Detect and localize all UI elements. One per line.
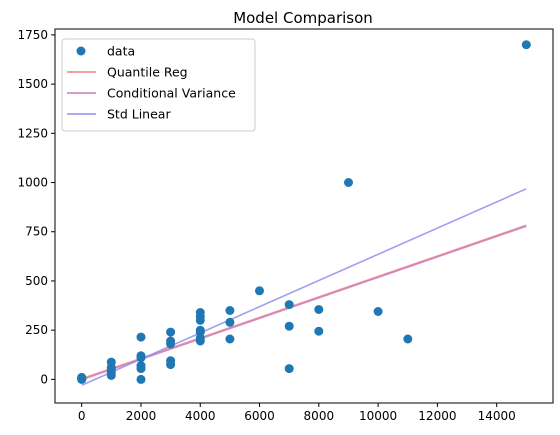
legend-label: Quantile Reg xyxy=(107,65,188,80)
data-point xyxy=(136,374,146,384)
x-tick-label: 14000 xyxy=(478,409,516,423)
x-tick-label: 8000 xyxy=(304,409,335,423)
legend-label: Conditional Variance xyxy=(107,86,236,101)
series-line-std-linear xyxy=(81,188,527,387)
x-tick-label: 10000 xyxy=(359,409,397,423)
y-tick-label: 1000 xyxy=(17,176,48,190)
x-tick-label: 0 xyxy=(78,409,86,423)
data-point xyxy=(521,40,531,50)
data-point xyxy=(284,300,294,310)
data-point xyxy=(284,321,294,331)
chart-title: Model Comparison xyxy=(233,9,373,27)
points-layer xyxy=(77,40,531,384)
x-tick-label: 2000 xyxy=(126,409,157,423)
data-point xyxy=(166,336,176,346)
data-point xyxy=(195,308,205,317)
data-point xyxy=(166,327,176,337)
legend-marker xyxy=(76,46,86,56)
y-tick-label: 0 xyxy=(40,372,48,386)
y-tick-label: 1500 xyxy=(17,77,48,91)
y-axis: 0 250 500 750 1000 1250 1500 1750 xyxy=(17,28,55,386)
y-tick-label: 1250 xyxy=(17,126,48,140)
data-point xyxy=(255,286,264,296)
y-tick-label: 1750 xyxy=(17,28,48,42)
legend-label: Std Linear xyxy=(107,107,171,122)
data-point xyxy=(136,351,146,361)
data-point xyxy=(225,317,235,327)
data-point xyxy=(195,325,205,335)
x-tick-label: 6000 xyxy=(244,409,275,423)
y-tick-label: 750 xyxy=(25,225,48,239)
series-line-conditional-variance xyxy=(81,225,527,381)
axes-frame xyxy=(54,28,554,404)
data-point xyxy=(225,334,235,344)
legend-label: data xyxy=(107,44,135,59)
data-point xyxy=(106,357,116,367)
x-tick-label: 4000 xyxy=(185,409,216,423)
data-point xyxy=(77,373,87,383)
y-tick-label: 500 xyxy=(25,274,48,288)
data-point xyxy=(136,332,146,342)
data-point xyxy=(403,334,413,344)
legend-box xyxy=(61,38,256,132)
data-point xyxy=(314,326,324,336)
data-point xyxy=(373,307,383,316)
y-tick-label: 250 xyxy=(25,323,48,337)
data-point xyxy=(225,306,235,315)
data-point xyxy=(136,361,146,371)
lines-layer xyxy=(81,188,527,387)
x-axis: 0 2000 4000 6000 8000 10000 12000 14000 xyxy=(78,403,516,423)
data-point xyxy=(314,305,324,314)
data-point xyxy=(284,364,294,374)
x-tick-label: 12000 xyxy=(418,409,456,423)
legend: data Quantile Reg Conditional Variance Std … xyxy=(61,38,256,132)
data-point xyxy=(166,356,176,366)
data-point xyxy=(344,178,353,187)
